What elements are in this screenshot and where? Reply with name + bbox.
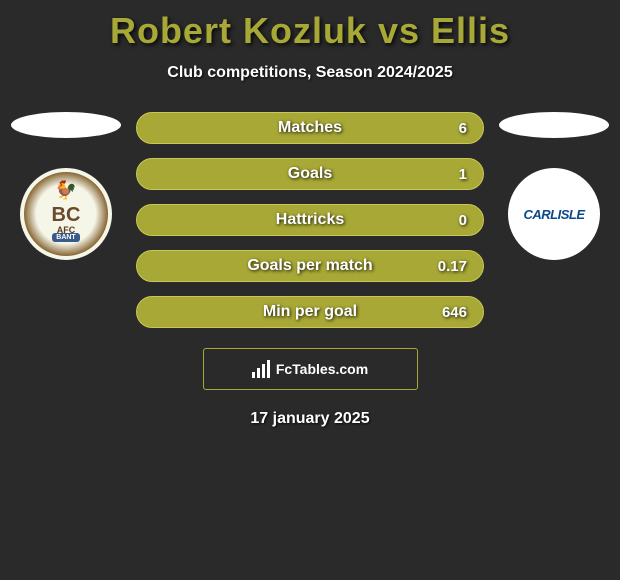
stat-label: Hattricks xyxy=(276,211,344,229)
badge-left-main: BC xyxy=(52,204,81,226)
date-text: 17 january 2025 xyxy=(250,410,369,428)
subtitle: Club competitions, Season 2024/2025 xyxy=(167,64,452,82)
player-left-col: 🐓 BC AFC BANT xyxy=(6,112,126,260)
stat-value: 646 xyxy=(442,304,467,321)
stat-bar-matches: Matches 6 xyxy=(136,112,484,144)
stat-label: Min per goal xyxy=(263,303,357,321)
page-title: Robert Kozluk vs Ellis xyxy=(110,10,510,52)
stat-label: Goals per match xyxy=(247,257,372,275)
player-right-col: CARLISLE xyxy=(494,112,614,260)
content-row: 🐓 BC AFC BANT Matches 6 Goals 1 Hattrick… xyxy=(0,112,620,328)
rooster-icon: 🐓 xyxy=(55,180,77,201)
infographic-container: Robert Kozluk vs Ellis Club competitions… xyxy=(0,0,620,428)
stat-bar-mpg: Min per goal 646 xyxy=(136,296,484,328)
club-badge-left: 🐓 BC AFC BANT xyxy=(20,168,112,260)
badge-left-foot: BANT xyxy=(52,233,79,242)
stat-value: 0.17 xyxy=(438,258,467,275)
chart-icon xyxy=(252,360,270,378)
stat-value: 1 xyxy=(459,166,467,183)
player-right-oval xyxy=(499,112,609,138)
club-badge-right: CARLISLE xyxy=(508,168,600,260)
stat-label: Goals xyxy=(288,165,332,183)
footer-brand-text: FcTables.com xyxy=(276,361,368,377)
stats-list: Matches 6 Goals 1 Hattricks 0 Goals per … xyxy=(136,112,484,328)
stat-bar-gpm: Goals per match 0.17 xyxy=(136,250,484,282)
badge-right-text: CARLISLE xyxy=(524,207,585,222)
footer-brand-badge: FcTables.com xyxy=(203,348,418,390)
stat-bar-goals: Goals 1 xyxy=(136,158,484,190)
stat-value: 6 xyxy=(459,120,467,137)
player-left-oval xyxy=(11,112,121,138)
stat-label: Matches xyxy=(278,119,342,137)
stat-value: 0 xyxy=(459,212,467,229)
stat-bar-hattricks: Hattricks 0 xyxy=(136,204,484,236)
